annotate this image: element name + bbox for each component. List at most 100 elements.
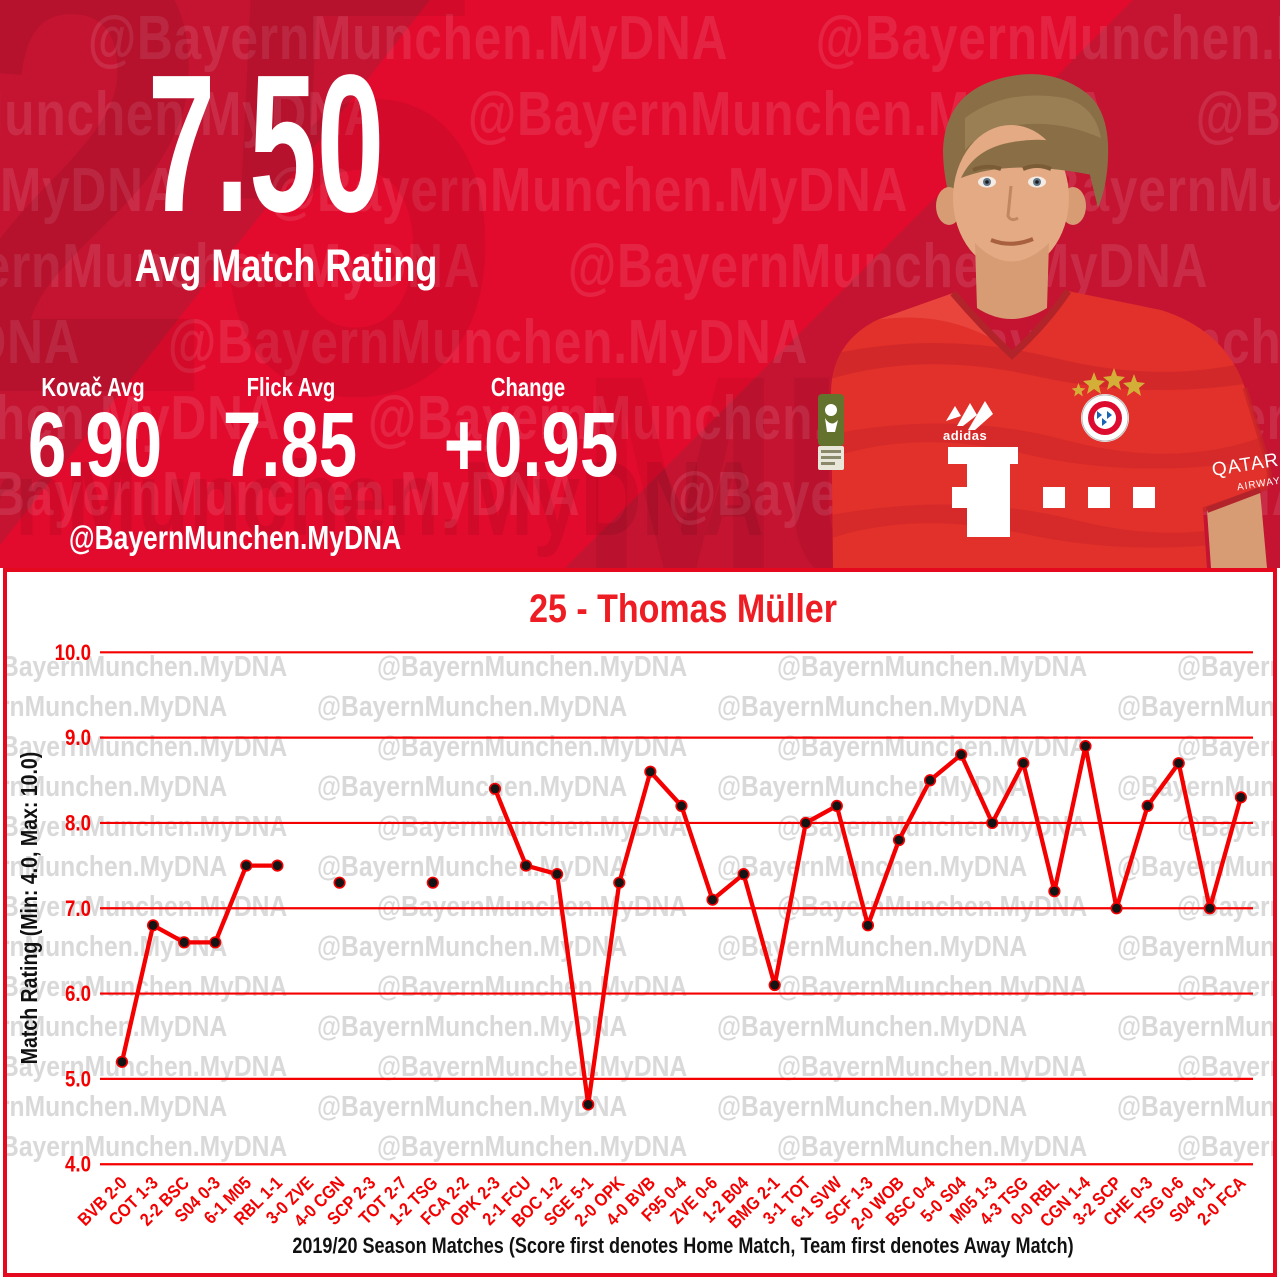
eyebrow-right	[1022, 164, 1052, 171]
collar	[950, 289, 1071, 360]
stat-change-value: +0.95	[443, 394, 619, 496]
data-point	[799, 816, 812, 830]
chart-card: @BayernMunchen.MyDNA @BayernMunchen.MyDNA…	[3, 568, 1277, 1277]
pupil-right	[1035, 180, 1039, 184]
x-axis-label: 2019/20 Season Matches (Score first deno…	[292, 1234, 1073, 1258]
watermark-text: @BayernMunchen.MyDNA	[377, 730, 687, 762]
watermark-text: @BayernMunchen.MyDNA	[377, 1130, 687, 1162]
giant-bottom-watermark: rnMunchen.MyDNA	[0, 440, 765, 558]
watermark-text: @BayernMunchen.MyDNA	[317, 690, 627, 722]
pupil-left	[985, 180, 989, 184]
neck	[975, 243, 1049, 319]
watermark-text: @BayernMunchen.MyDNA	[777, 890, 1087, 922]
watermark-text: @BayernMunchen.MyDNA	[377, 1050, 687, 1082]
data-point	[892, 833, 906, 847]
adidas-logo: adidas	[943, 401, 993, 443]
telekom-logo	[948, 447, 1155, 537]
watermark-text: @BayernMunchen.MyDNA	[777, 970, 1087, 1002]
watermark-text: @BayernMunchen.MyDNA	[7, 730, 287, 762]
nose	[1006, 185, 1019, 222]
watermark-text: @BayernMunchen.MyDNA	[7, 890, 287, 922]
data-point	[146, 919, 160, 932]
stat-change-label: Change	[490, 372, 566, 402]
watermark-text: @BayernMunchen.MyDNA @BayernMunchen.MyDN…	[0, 4, 1280, 73]
sleeve-seam-right	[1202, 387, 1272, 513]
avg-rating-value: 7.50	[147, 34, 385, 253]
stat-flick-label-wrap: Flick Avg	[234, 374, 348, 400]
data-point	[923, 774, 937, 787]
chart-title: 25 - Thomas Müller	[529, 585, 837, 630]
stat-flick-value: 7.85	[222, 394, 358, 496]
data-point	[551, 868, 564, 881]
chart-gridlines	[100, 651, 1253, 1166]
watermark-text: @BayernMunchen.MyDNA	[7, 1090, 227, 1122]
player-photo: adidas	[818, 74, 1280, 568]
chart-watermark-layer: @BayernMunchen.MyDNA @BayernMunchen.MyDNA…	[7, 650, 1273, 1162]
stat-kovac-label: Kovač Avg	[41, 372, 145, 402]
bundesliga-patch	[818, 394, 844, 470]
data-point	[426, 876, 439, 889]
social-handle-wrap: @BayernMunchen.MyDNA	[27, 521, 442, 554]
watermark-text: @BayernMunchen.MyDNA	[1117, 770, 1273, 802]
data-point	[986, 816, 999, 830]
stat-change-value-wrap: +0.95	[415, 399, 648, 491]
watermark-text: @BayernMunchen.MyDNA	[717, 1090, 1027, 1122]
watermark-text: @BayernMunchen.MyDNA	[7, 1010, 227, 1042]
watermark-text: @BayernMunchen.MyDNA @BayernMunchen.MyDN…	[0, 232, 1280, 301]
social-handle: @BayernMunchen.MyDNA	[68, 519, 402, 556]
y-tick-label: 6.0	[65, 983, 91, 1007]
cuff-right	[1205, 487, 1262, 513]
watermark-text: @BayernMunchen.MyDNA	[377, 970, 687, 1002]
y-tick-label: 10.0	[55, 641, 91, 665]
ratings-chart: @BayernMunchen.MyDNA @BayernMunchen.MyDNA…	[7, 585, 1273, 1258]
stat-flick-value-wrap: 7.85	[200, 399, 379, 491]
y-axis-label: Match Rating (Min: 4.0, Max: 10.0)	[17, 752, 43, 1065]
data-point	[1141, 799, 1154, 812]
watermark-text: @BayernMunchen.MyDNA	[7, 810, 287, 842]
watermark-text: @BayernMunchen.MyDNA	[1117, 690, 1273, 722]
stat-change-label-wrap: Change	[480, 374, 575, 400]
jersey-stripes	[831, 293, 1270, 548]
mouth	[990, 237, 1034, 246]
avg-rating-label: Avg Match Rating	[134, 240, 438, 291]
watermark-text: @BayernMunchen.MyDNA	[777, 1050, 1087, 1082]
stat-kovac-label-wrap: Kovač Avg	[27, 374, 159, 400]
watermark-text: @BayernMunchen.MyDNA	[1177, 1130, 1273, 1162]
watermark-text: @BayernMunchen.MyDNA	[777, 730, 1087, 762]
data-point	[488, 782, 502, 795]
watermark-text: @BayernMunchen.MyDNA	[1117, 930, 1273, 962]
data-point	[178, 936, 191, 949]
watermark-text: @BayernMunchen.MyDNA	[7, 850, 227, 882]
y-tick-label: 4.0	[65, 1153, 91, 1177]
data-point	[1234, 791, 1247, 804]
watermark-text: @BayernMunchen.MyDNA	[317, 850, 627, 882]
data-point	[1203, 902, 1216, 915]
data-point	[240, 859, 253, 872]
watermark-text: @BayernMunchen.MyDNA	[1177, 650, 1273, 682]
data-point	[675, 799, 688, 812]
watermark-text: @BayernMunchen.MyDNA	[1177, 890, 1273, 922]
eyebrow-left	[972, 164, 1002, 172]
watermark-text: @BayernMunchen.MyDNA	[7, 650, 287, 682]
y-tick-label: 9.0	[65, 727, 91, 751]
svg-text:adidas: adidas	[943, 428, 987, 443]
watermark-text: @BayernMunchen.MyDNA	[1117, 850, 1273, 882]
data-point	[955, 748, 968, 761]
watermark-text: @BayernMunchen.MyDNA	[317, 770, 627, 802]
watermark-text: @BayernMunchen.MyDNA	[317, 1090, 627, 1122]
data-point	[613, 876, 626, 889]
avg-rating-label-wrap: Avg Match Rating	[97, 243, 475, 288]
chart-series	[115, 740, 1247, 1111]
data-point	[1017, 757, 1030, 770]
data-point	[861, 919, 875, 932]
avg-rating-value-wrap: 7.50	[75, 46, 456, 242]
stat-flick-label: Flick Avg	[246, 372, 336, 402]
forearm-right	[1207, 490, 1267, 568]
data-point	[1048, 885, 1061, 898]
data-point	[271, 859, 284, 872]
watermark-text: @BayernMunchen.MyDNA	[377, 890, 687, 922]
data-point	[519, 859, 533, 872]
y-tick-label: 5.0	[65, 1068, 91, 1092]
y-tick-label: 7.0	[65, 897, 91, 921]
big-number-watermark: 25	[0, 0, 500, 527]
